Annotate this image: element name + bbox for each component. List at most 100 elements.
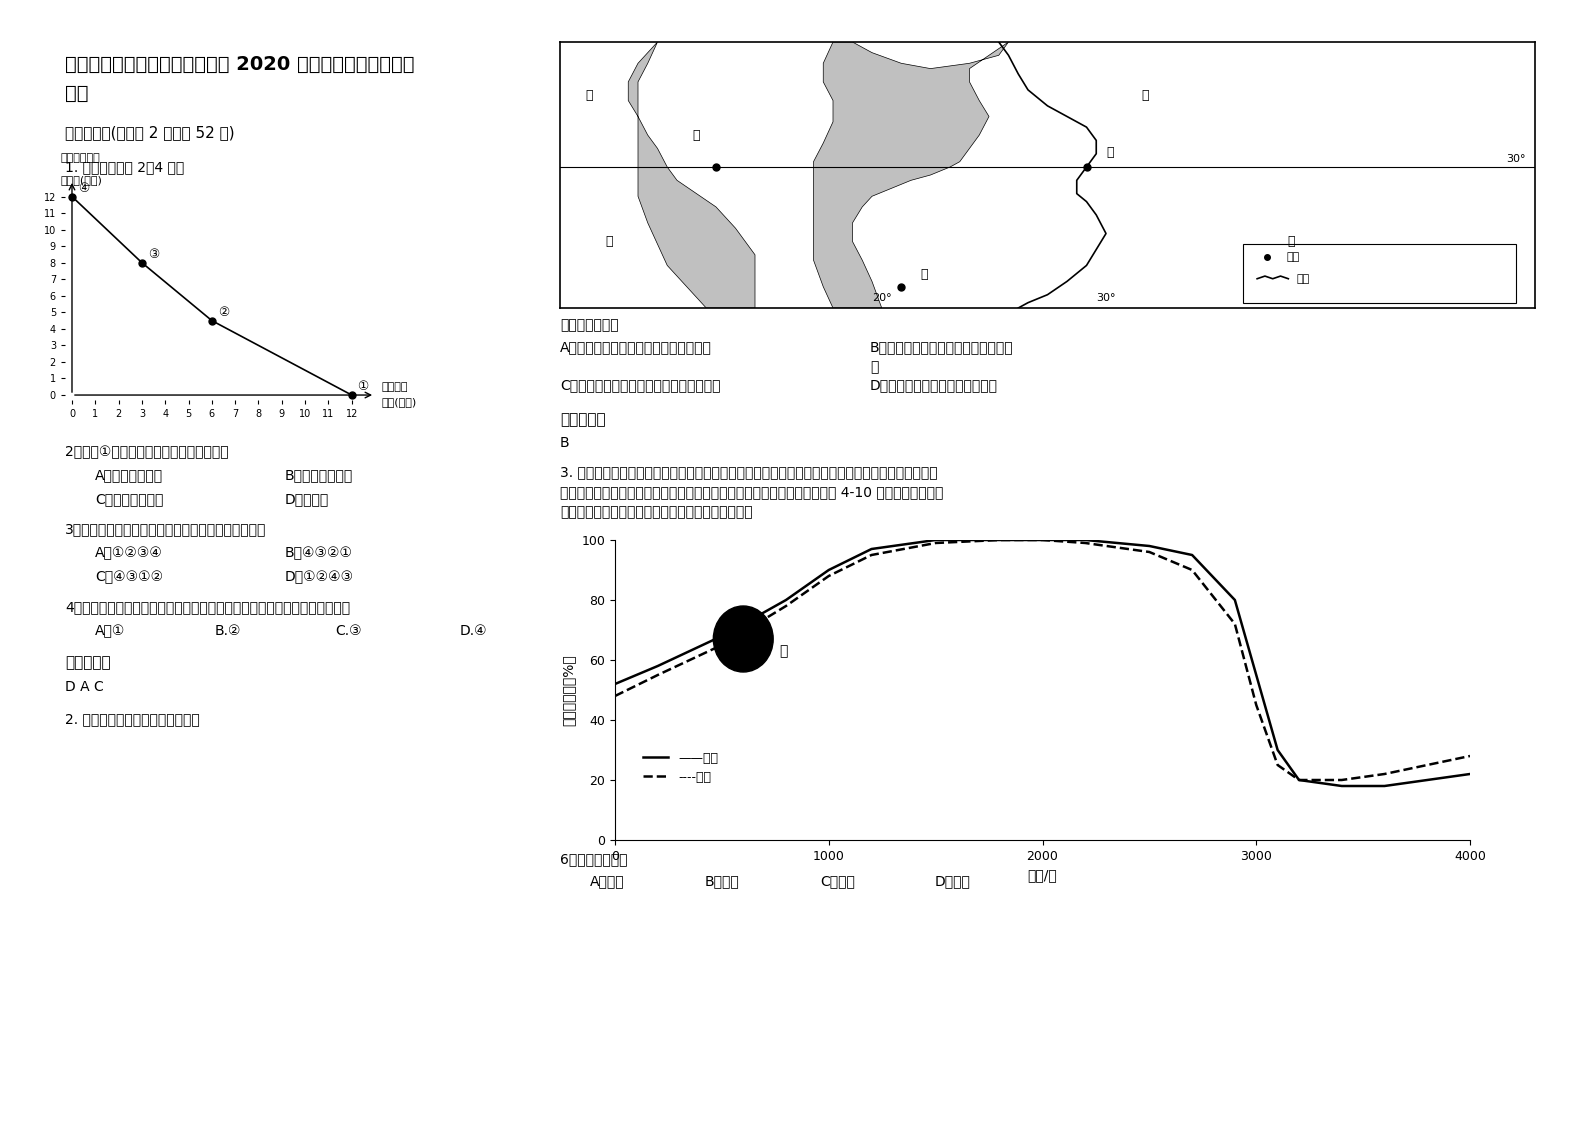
- ----北坡: [1331, 773, 1351, 787]
- Text: 2. 下图为世界某区域图。读图回答: 2. 下图为世界某区域图。读图回答: [65, 712, 200, 726]
- ----北坡: [1374, 767, 1393, 781]
- Text: 20°: 20°: [871, 293, 892, 303]
- ——南坡: [713, 629, 732, 643]
- ----北坡: [862, 549, 881, 562]
- ——南坡: [647, 660, 667, 673]
- Point: [340, 386, 365, 404]
- ----北坡: [1417, 758, 1436, 772]
- Text: 制时间(个月): 制时间(个月): [60, 175, 102, 185]
- Text: 参考答案：: 参考答案：: [65, 655, 111, 670]
- FancyBboxPatch shape: [1243, 245, 1516, 303]
- ----北坡: [1247, 698, 1266, 711]
- Text: A．地形以高原为主，地势总体西高东低: A．地形以高原为主，地势总体西高东低: [560, 340, 713, 355]
- Text: 洋: 洋: [1287, 234, 1295, 248]
- Polygon shape: [814, 42, 1008, 309]
- ——南坡: [862, 542, 881, 555]
- ----北坡: [713, 638, 732, 652]
- Legend: ——南坡, ----北坡: ——南坡, ----北坡: [638, 746, 724, 789]
- Text: 30°: 30°: [1097, 293, 1116, 303]
- Text: 1. 读下图，回答 2～4 题。: 1. 读下图，回答 2～4 题。: [65, 160, 184, 174]
- Text: D．乳畜业: D．乳畜业: [286, 493, 329, 506]
- ----北坡: [927, 536, 946, 550]
- Text: 海: 海: [586, 89, 594, 102]
- Text: B．阴影区为以养羊为主的大牧场放牧: B．阴影区为以养羊为主的大牧场放牧: [870, 340, 1014, 355]
- Text: A．天山: A．天山: [590, 874, 625, 888]
- Text: 丙: 丙: [694, 129, 700, 141]
- Text: ④: ④: [78, 182, 89, 195]
- ----北坡: [1225, 617, 1244, 631]
- ——南坡: [606, 678, 625, 691]
- Text: D.④: D.④: [460, 624, 487, 638]
- Text: 甲: 甲: [779, 644, 787, 657]
- ——南坡: [990, 533, 1009, 546]
- Text: 地形地势、人类活动等因素影响一个地区的植被覆盖度。下图为我国某山脉 4-10 月南、北坡植被覆: 地形地势、人类活动等因素影响一个地区的植被覆盖度。下图为我国某山脉 4-10 月…: [560, 485, 943, 499]
- ——南坡: [1290, 773, 1309, 787]
- ——南坡: [1225, 594, 1244, 607]
- ——南坡: [1331, 780, 1351, 793]
- Text: D A C: D A C: [65, 680, 103, 695]
- ----北坡: [1290, 773, 1309, 787]
- Text: 3．图示四个地点中，按纬度排序从高纬到低纬依次为: 3．图示四个地点中，按纬度排序从高纬到低纬依次为: [65, 522, 267, 536]
- Text: 港口: 港口: [1287, 252, 1300, 263]
- Text: D．甲地的年平均降水量少于丙地: D．甲地的年平均降水量少于丙地: [870, 378, 998, 392]
- ——南坡: [1268, 743, 1287, 756]
- ——南坡: [819, 563, 838, 577]
- Text: 业: 业: [870, 360, 878, 374]
- ——南坡: [1182, 549, 1201, 562]
- Text: ①: ①: [357, 380, 368, 394]
- Text: 3. 植被覆盖度是指植被（包括叶、茎、枝）在地面的垂直投影面积占统计区总面积的百分比，气候、: 3. 植被覆盖度是指植被（包括叶、茎、枝）在地面的垂直投影面积占统计区总面积的百…: [560, 465, 938, 479]
- ——南坡: [1076, 533, 1095, 546]
- ----北坡: [1460, 749, 1479, 763]
- ——南坡: [1374, 780, 1393, 793]
- X-axis label: 海拔/米: 海拔/米: [1028, 868, 1057, 882]
- Text: 西风控制: 西风控制: [382, 381, 408, 392]
- Text: ②: ②: [217, 306, 229, 319]
- ----北坡: [1268, 758, 1287, 772]
- ----北坡: [1033, 533, 1052, 546]
- Text: 甲: 甲: [1106, 146, 1114, 159]
- ——南坡: [1139, 540, 1159, 553]
- Point: [198, 312, 224, 330]
- ——南坡: [1460, 767, 1479, 781]
- Line: ——南坡: ——南坡: [616, 540, 1470, 787]
- ——南坡: [1417, 773, 1436, 787]
- ----北坡: [1076, 536, 1095, 550]
- Text: D．南岭: D．南岭: [935, 874, 971, 888]
- Text: ③: ③: [148, 248, 159, 261]
- ----北坡: [819, 569, 838, 582]
- Text: 参考答案：: 参考答案：: [560, 412, 606, 427]
- Polygon shape: [628, 42, 755, 309]
- Text: C．秦岭: C．秦岭: [820, 874, 855, 888]
- Text: C．乙地受西风影响，温带落叶阔叶林广布: C．乙地受西风影响，温带落叶阔叶林广布: [560, 378, 720, 392]
- Text: B．商品谷物农业: B．商品谷物农业: [286, 468, 354, 482]
- Line: ----北坡: ----北坡: [616, 540, 1470, 780]
- Text: 2．图中①地最适合发展的农业地域类型是: 2．图中①地最适合发展的农业地域类型是: [65, 445, 229, 459]
- Text: B.②: B.②: [214, 624, 241, 638]
- Text: B: B: [560, 436, 570, 450]
- Text: C.③: C.③: [335, 624, 362, 638]
- Ellipse shape: [713, 606, 773, 672]
- ----北坡: [606, 689, 625, 702]
- Text: 一、选择题(每小题 2 分，共 52 分): 一、选择题(每小题 2 分，共 52 分): [65, 125, 235, 140]
- Text: 海: 海: [1141, 89, 1149, 102]
- Text: A．①②③④: A．①②③④: [95, 546, 163, 560]
- Y-axis label: 植被覆盖度（%）: 植被覆盖度（%）: [562, 654, 576, 726]
- Text: 盖度在垂直方向上的变化统计意图，据此完成问题。: 盖度在垂直方向上的变化统计意图，据此完成问题。: [560, 505, 752, 519]
- Text: D．①②④③: D．①②④③: [286, 570, 354, 583]
- Point: [59, 187, 84, 205]
- ----北坡: [647, 669, 667, 682]
- Text: C．大牧场放牧业: C．大牧场放牧业: [95, 493, 163, 506]
- Text: B．阴山: B．阴山: [705, 874, 740, 888]
- Text: 副热带高压控: 副热带高压控: [60, 154, 100, 164]
- Text: 30°: 30°: [1506, 155, 1525, 164]
- Text: 洋: 洋: [605, 234, 613, 248]
- Text: 上图所示区域：: 上图所示区域：: [560, 318, 619, 332]
- Text: 6．该山脉可能为: 6．该山脉可能为: [560, 852, 627, 866]
- Text: 河北省秦皇岛市木井乡万庄中学 2020 年高三地理联考试题含: 河北省秦皇岛市木井乡万庄中学 2020 年高三地理联考试题含: [65, 55, 414, 74]
- Text: C．④③①②: C．④③①②: [95, 570, 163, 583]
- ——南坡: [1247, 669, 1266, 682]
- ----北坡: [1182, 563, 1201, 577]
- Text: 河流: 河流: [1297, 274, 1309, 284]
- ——南坡: [1033, 533, 1052, 546]
- Text: B．④③②①: B．④③②①: [286, 546, 352, 560]
